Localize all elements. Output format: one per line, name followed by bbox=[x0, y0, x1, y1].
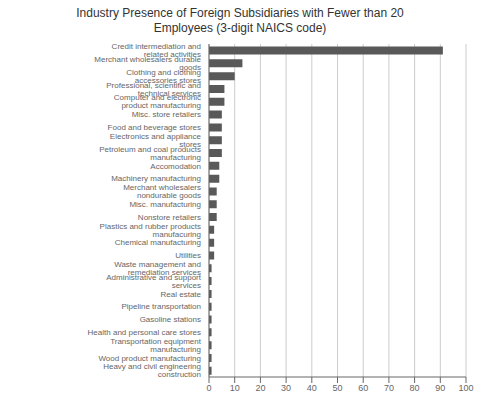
svg-text:90: 90 bbox=[435, 383, 445, 393]
svg-text:100: 100 bbox=[458, 383, 472, 393]
svg-text:Plastics and rubber productsma: Plastics and rubber productsmanufacuring bbox=[100, 222, 201, 239]
svg-text:50: 50 bbox=[332, 383, 342, 393]
svg-text:Food and beverage stores: Food and beverage stores bbox=[108, 123, 201, 132]
svg-text:Real estate: Real estate bbox=[161, 290, 202, 299]
svg-text:10: 10 bbox=[230, 383, 240, 393]
svg-text:Merchant wholesalersnondurable: Merchant wholesalersnondurable goods bbox=[123, 183, 201, 200]
svg-text:70: 70 bbox=[384, 383, 394, 393]
svg-text:Chemical manufacturing: Chemical manufacturing bbox=[115, 238, 201, 247]
svg-text:Heavy and civil engineeringcon: Heavy and civil engineeringconstruction bbox=[103, 362, 201, 379]
svg-text:Misc. manufacturing: Misc. manufacturing bbox=[129, 200, 201, 209]
svg-text:Accomodation: Accomodation bbox=[150, 162, 201, 171]
svg-text:20: 20 bbox=[255, 383, 265, 393]
svg-text:0: 0 bbox=[206, 383, 211, 393]
svg-text:Health and personal care store: Health and personal care stores bbox=[88, 328, 201, 337]
svg-text:30: 30 bbox=[281, 383, 291, 393]
svg-text:80: 80 bbox=[410, 383, 420, 393]
svg-text:Pipeline transportation: Pipeline transportation bbox=[121, 302, 201, 311]
svg-text:Wood product manufacturing: Wood product manufacturing bbox=[98, 354, 201, 363]
svg-text:40: 40 bbox=[307, 383, 317, 393]
svg-text:Transportation equipmentmanufa: Transportation equipmentmanufacturing bbox=[110, 337, 202, 354]
svg-text:Electronics and appliancestore: Electronics and appliancestores bbox=[110, 132, 202, 149]
svg-text:Waste management andremediatio: Waste management andremediation services bbox=[114, 260, 201, 277]
svg-text:Credit intermediation andrelat: Credit intermediation andrelated activit… bbox=[112, 42, 201, 59]
svg-text:Misc. store retailers: Misc. store retailers bbox=[132, 110, 201, 119]
svg-text:Utilities: Utilities bbox=[175, 251, 201, 260]
svg-text:Gasoline stations: Gasoline stations bbox=[140, 315, 201, 324]
svg-text:Nonstore retailers: Nonstore retailers bbox=[138, 213, 201, 222]
svg-text:Machinery manufacturing: Machinery manufacturing bbox=[111, 174, 201, 183]
svg-text:60: 60 bbox=[358, 383, 368, 393]
